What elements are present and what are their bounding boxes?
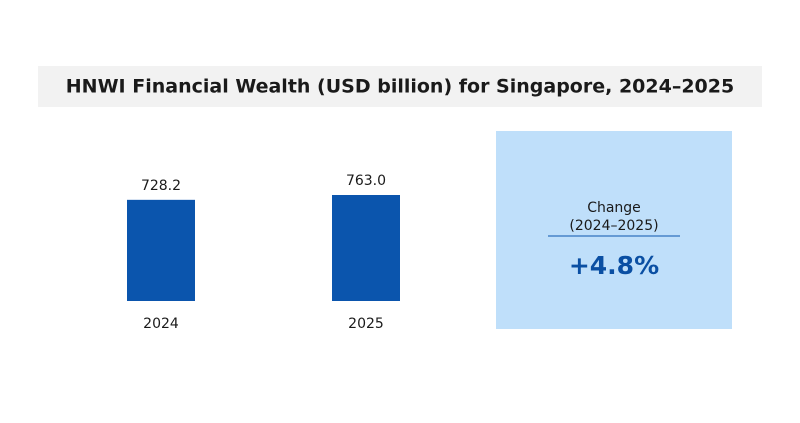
value-label: 763.0 <box>346 173 386 189</box>
bar <box>127 199 195 301</box>
change-panel <box>496 131 732 329</box>
title-band <box>38 66 762 107</box>
x-tick-label: 2024 <box>143 316 179 332</box>
value-label: 728.2 <box>141 178 181 194</box>
x-tick-label: 2025 <box>348 316 384 332</box>
bar <box>332 195 400 301</box>
change-value: +4.8% <box>569 251 659 280</box>
change-label: Change <box>587 200 641 216</box>
change-period: (2024–2025) <box>569 218 658 234</box>
chart-title: HNWI Financial Wealth (USD billion) for … <box>66 76 734 98</box>
